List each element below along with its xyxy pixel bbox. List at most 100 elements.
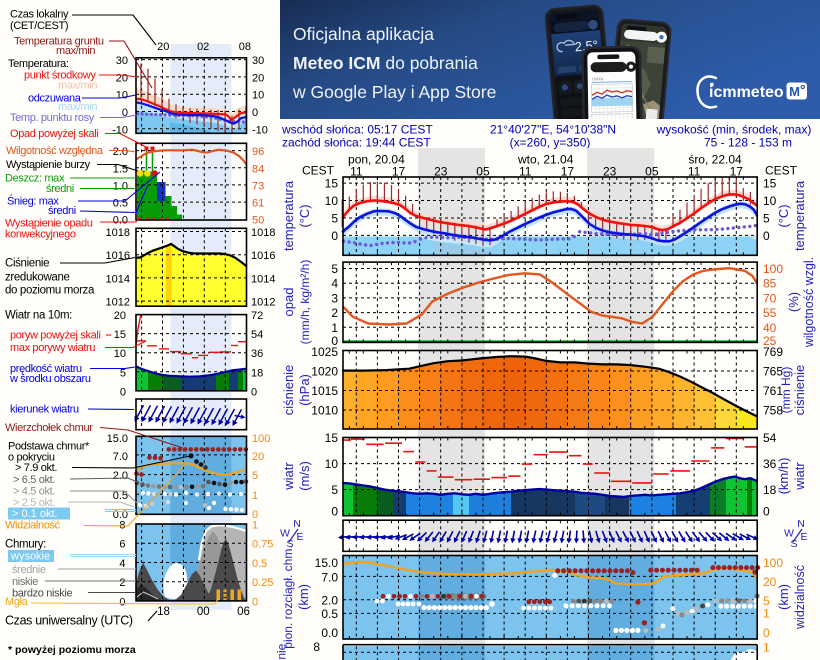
svg-text:prędkość wiatru: prędkość wiatru [10,363,82,375]
svg-text:5: 5 [763,594,770,608]
svg-text:84: 84 [252,163,264,175]
svg-text:00: 00 [197,606,210,618]
svg-text:(mm Hg): (mm Hg) [779,367,793,414]
svg-text:pon, 20.04: pon, 20.04 [348,153,405,167]
svg-text:7.0: 7.0 [321,571,338,585]
svg-text:opad: opad [281,288,296,317]
svg-text:1: 1 [331,321,338,335]
svg-text:max porywy wiatru: max porywy wiatru [10,342,95,354]
svg-text:0: 0 [251,386,257,398]
svg-text:Temperatura:: Temperatura: [8,58,69,70]
svg-text:61: 61 [252,198,264,210]
svg-text:0.5: 0.5 [113,198,128,210]
svg-text:17: 17 [392,165,406,179]
svg-text:poryw powyżej skali: poryw powyżej skali [10,330,101,342]
svg-text:10: 10 [114,348,126,360]
svg-text:758: 758 [763,404,783,418]
svg-text:08: 08 [239,41,251,53]
svg-text:E: E [296,531,303,543]
svg-text:(km): (km) [296,584,311,610]
svg-text:> 4.5 okt.: > 4.5 okt. [13,486,55,498]
svg-text:do poziomu morza: do poziomu morza [5,285,95,297]
svg-text:0.25: 0.25 [252,577,273,589]
svg-text:W: W [784,528,794,540]
svg-text:niskie: niskie [12,576,38,588]
svg-text:1014: 1014 [251,273,275,285]
svg-text:0.75: 0.75 [252,539,273,551]
svg-text:2.0: 2.0 [113,146,128,158]
svg-text:5: 5 [331,483,338,497]
svg-text:0: 0 [252,509,258,521]
svg-text:4: 4 [119,558,125,570]
svg-text:0: 0 [331,334,338,348]
svg-text:2.0: 2.0 [113,470,128,482]
svg-text:temperatura: temperatura [792,180,807,251]
svg-text:30: 30 [252,55,264,67]
svg-text:18: 18 [251,367,263,379]
svg-text:6: 6 [119,539,125,551]
svg-text:23: 23 [603,165,617,179]
svg-text:1018: 1018 [251,227,275,239]
svg-text:11: 11 [519,165,532,179]
svg-text:średni: średni [48,205,76,217]
svg-text:w środku obszaru: w środku obszaru [9,373,91,385]
svg-text:odczuwana: odczuwana [28,93,82,105]
svg-text:1: 1 [252,490,258,502]
svg-text:Śnieg: max: Śnieg: max [7,195,59,208]
svg-text:(hPa): (hPa) [297,374,312,406]
svg-text:8: 8 [313,640,320,654]
svg-text:0.5: 0.5 [321,607,338,621]
svg-text:Czas uniwersalny (UTC): Czas uniwersalny (UTC) [5,614,133,628]
svg-text:17: 17 [730,165,744,179]
svg-text:w Google Play i App Store: w Google Play i App Store [292,82,496,102]
svg-text:* powyżej poziomu morza: * powyżej poziomu morza [8,644,136,656]
svg-text:(m/s): (m/s) [297,461,312,491]
svg-text:20: 20 [157,41,169,53]
svg-text:55: 55 [763,306,777,320]
svg-text:5: 5 [331,262,338,276]
svg-text:11: 11 [350,165,363,179]
svg-text:Oficjalna aplikacja: Oficjalna aplikacja [293,24,434,44]
svg-text:1010: 1010 [311,404,338,418]
svg-text:15: 15 [114,329,126,341]
svg-text:Wiatr na 10m:: Wiatr na 10m: [5,310,72,322]
svg-text:śro, 22.04: śro, 22.04 [688,153,742,167]
svg-text:wysokość (min, środek, max): wysokość (min, środek, max) [656,123,812,137]
svg-text:0: 0 [763,626,770,640]
svg-text:20: 20 [114,310,126,322]
svg-text:10: 10 [325,457,339,471]
svg-text:54: 54 [763,431,777,445]
svg-text:Meteo ICM do pobrania: Meteo ICM do pobrania [293,53,478,73]
svg-text:20: 20 [252,72,264,84]
svg-text:30: 30 [116,55,128,67]
svg-text:0.0: 0.0 [113,215,128,227]
svg-text:konwekcyjnego: konwekcyjnego [5,229,76,241]
svg-text:o pokryciu: o pokryciu [8,452,55,464]
svg-text:0.5: 0.5 [113,490,128,502]
svg-text:54: 54 [251,329,263,341]
svg-text:wiatr: wiatr [792,462,807,491]
svg-text:1018: 1018 [106,227,130,239]
svg-text:4: 4 [331,277,338,291]
svg-text:2: 2 [331,306,338,320]
svg-text:05: 05 [476,165,490,179]
svg-text:18: 18 [157,606,170,618]
svg-text:0: 0 [331,505,338,519]
svg-text:17: 17 [561,165,575,179]
svg-text:CEST: CEST [302,164,335,178]
svg-text:(km/h): (km/h) [776,458,791,495]
svg-text:bardzo niskie: bardzo niskie [12,588,72,600]
svg-text:20: 20 [763,575,777,589]
svg-text:15: 15 [763,177,777,191]
svg-text:23: 23 [434,165,448,179]
svg-text:wilgotność wzgl.: wilgotność wzgl. [802,257,816,348]
svg-text:(km): (km) [776,584,791,610]
svg-text:769: 769 [763,345,783,359]
svg-text:zachód słońca: 19:44 CEST: zachód słońca: 19:44 CEST [282,136,431,150]
svg-text:max/min: max/min [56,45,95,57]
svg-text:10: 10 [763,194,777,208]
svg-text:Deszcz: max: Deszcz: max [5,173,65,185]
svg-text:> 2.5 okt.: > 2.5 okt. [13,497,55,509]
svg-text:Podstawa chmur*: Podstawa chmur* [8,441,90,453]
svg-text:1015: 1015 [311,384,338,398]
